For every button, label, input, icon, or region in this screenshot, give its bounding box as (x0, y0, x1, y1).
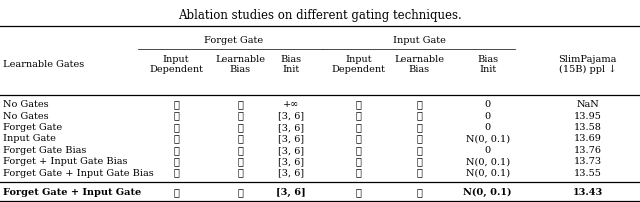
Text: 0: 0 (484, 123, 491, 132)
Text: [3, 6]: [3, 6] (276, 188, 306, 197)
Text: Learnable
Bias: Learnable Bias (215, 55, 265, 74)
Text: ✗: ✗ (416, 100, 422, 109)
Text: Ν(0, 0.1): Ν(0, 0.1) (466, 157, 509, 166)
Text: ✗: ✗ (173, 100, 179, 109)
Text: Ν(0, 0.1): Ν(0, 0.1) (466, 169, 509, 178)
Text: ✗: ✗ (355, 146, 362, 155)
Text: Forget Gate + Input Gate: Forget Gate + Input Gate (3, 188, 141, 197)
Text: ✗: ✗ (237, 112, 243, 121)
Text: 13.76: 13.76 (573, 146, 602, 155)
Text: 0: 0 (484, 100, 491, 109)
Text: ✗: ✗ (416, 112, 422, 121)
Text: Learnable
Bias: Learnable Bias (394, 55, 444, 74)
Text: ✗: ✗ (355, 157, 362, 166)
Text: Forget Gate Bias: Forget Gate Bias (3, 146, 86, 155)
Text: Forget Gate: Forget Gate (204, 36, 263, 45)
Text: No Gates: No Gates (3, 112, 49, 121)
Text: ✓: ✓ (355, 188, 362, 197)
Text: ✓: ✓ (237, 188, 243, 197)
Text: [3, 6]: [3, 6] (278, 146, 304, 155)
Text: 13.55: 13.55 (573, 169, 602, 178)
Text: ✓: ✓ (416, 188, 422, 197)
Text: ✓: ✓ (173, 123, 179, 132)
Text: ✓: ✓ (173, 169, 179, 178)
Text: [3, 6]: [3, 6] (278, 134, 304, 143)
Text: Input Gate: Input Gate (394, 36, 446, 45)
Text: 13.73: 13.73 (573, 157, 602, 166)
Text: ✓: ✓ (237, 169, 243, 178)
Text: ✗: ✗ (237, 100, 243, 109)
Text: Forget + Input Gate Bias: Forget + Input Gate Bias (3, 157, 128, 166)
Text: ✓: ✓ (237, 157, 243, 166)
Text: ✗: ✗ (173, 157, 179, 166)
Text: ✗: ✗ (355, 112, 362, 121)
Text: ✓: ✓ (237, 123, 243, 132)
Text: Input Gate: Input Gate (3, 134, 56, 143)
Text: Forget Gate: Forget Gate (3, 123, 62, 132)
Text: No Gates: No Gates (3, 100, 49, 109)
Text: 13.95: 13.95 (573, 112, 602, 121)
Text: ✓: ✓ (355, 134, 362, 143)
Text: Ν(0, 0.1): Ν(0, 0.1) (466, 134, 509, 143)
Text: 0: 0 (484, 112, 491, 121)
Text: 13.43: 13.43 (572, 188, 603, 197)
Text: Bias
Init: Bias Init (280, 55, 302, 74)
Text: ✗: ✗ (173, 134, 179, 143)
Text: ✓: ✓ (173, 188, 179, 197)
Text: ✗: ✗ (416, 123, 422, 132)
Text: ✗: ✗ (237, 134, 243, 143)
Text: ✓: ✓ (416, 134, 422, 143)
Text: Input
Dependent: Input Dependent (332, 55, 385, 74)
Text: [3, 6]: [3, 6] (278, 169, 304, 178)
Text: Ablation studies on different gating techniques.: Ablation studies on different gating tec… (178, 9, 462, 22)
Text: ✓: ✓ (237, 146, 243, 155)
Text: Ν(0, 0.1): Ν(0, 0.1) (463, 188, 512, 197)
Text: NaN: NaN (576, 100, 599, 109)
Text: [3, 6]: [3, 6] (278, 123, 304, 132)
Text: 0: 0 (484, 146, 491, 155)
Text: ✗: ✗ (355, 169, 362, 178)
Text: Learnable Gates: Learnable Gates (3, 60, 84, 69)
Text: ✗: ✗ (173, 146, 179, 155)
Text: 13.69: 13.69 (573, 134, 602, 143)
Text: 13.58: 13.58 (573, 123, 602, 132)
Text: [3, 6]: [3, 6] (278, 112, 304, 121)
Text: Bias
Init: Bias Init (477, 55, 499, 74)
Text: SlimPajama
(15B) ppl ↓: SlimPajama (15B) ppl ↓ (558, 55, 617, 75)
Text: Input
Dependent: Input Dependent (149, 55, 203, 74)
Text: Forget Gate + Input Gate Bias: Forget Gate + Input Gate Bias (3, 169, 154, 178)
Text: ✗: ✗ (355, 100, 362, 109)
Text: ✓: ✓ (416, 169, 422, 178)
Text: +∞: +∞ (283, 100, 300, 109)
Text: ✗: ✗ (416, 146, 422, 155)
Text: ✗: ✗ (355, 123, 362, 132)
Text: ✗: ✗ (173, 112, 179, 121)
Text: [3, 6]: [3, 6] (278, 157, 304, 166)
Text: ✓: ✓ (416, 157, 422, 166)
